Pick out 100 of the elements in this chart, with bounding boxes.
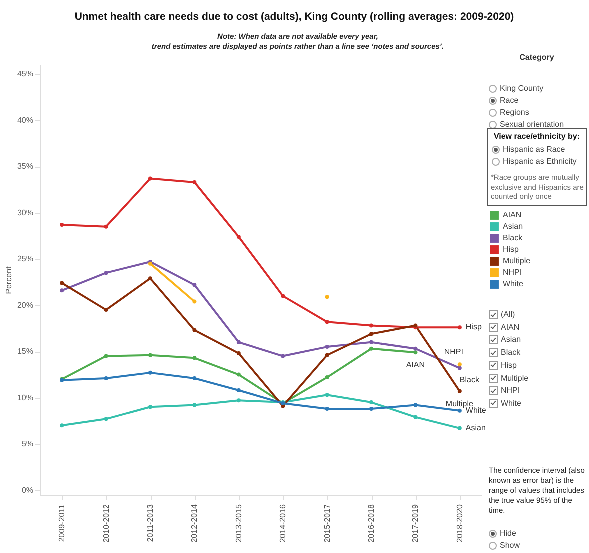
x-tick-label: 2014-2016 [278,504,288,543]
point [281,294,286,298]
y-tick-label: 0% [22,486,34,495]
y-tick-label: 40% [17,116,34,125]
legend-label: Hisp [503,245,520,254]
point [60,424,64,428]
point [414,350,418,355]
point [236,235,241,239]
point [104,271,108,276]
point [104,354,108,358]
point [458,389,462,394]
point [148,176,152,181]
point [458,426,462,430]
point [325,353,330,358]
point [192,283,197,288]
point [325,345,330,350]
point [192,403,197,408]
text: White [501,398,522,408]
text: Asian [501,335,522,344]
y-tick-label: 15% [17,347,34,356]
text: Hisp [466,322,482,332]
point [325,407,330,411]
point [148,353,152,358]
point [192,356,197,360]
x-tick-label: 2010-2012 [102,504,111,543]
x-tick-label: 2012-2014 [190,504,200,543]
text: NHPI [444,348,464,357]
y-tick-label: 25% [17,254,34,264]
text: (All) [501,310,516,319]
point [281,354,286,358]
point [236,352,241,356]
x-tick-label: 2018-2020 [455,504,464,543]
y-tick-label: 5% [22,440,34,449]
point [192,328,197,332]
y-axis-title: Percent [4,266,14,294]
point [414,346,418,351]
text: Hide [500,529,516,538]
y-tick-label: 10% [17,393,34,402]
point [458,366,462,370]
point [458,326,462,330]
point [60,281,64,286]
y-tick-label: 45% [17,70,34,79]
x-tick-label: 2015-2017 [322,504,332,543]
text: Multiple [501,374,529,382]
legend-label: Multiple [503,256,532,266]
text: AIAN [501,322,520,332]
point [192,300,197,304]
text: Black [460,375,480,384]
point [148,276,152,281]
point [148,405,152,410]
text: King County [500,84,544,93]
x-tick-label: 2017-2019 [411,504,420,543]
y-tick-label: 30% [17,208,34,218]
point [325,376,330,380]
x-tick-label: 2013-2015 [234,504,244,543]
text: Hispanic as Race [503,145,566,154]
point [104,376,108,380]
point [370,407,374,411]
text: Race [500,96,519,105]
point [236,398,241,403]
point [414,415,418,420]
legend-label: NHPI [503,268,522,277]
text: NHPI [501,386,520,396]
point [236,388,241,392]
point [458,362,462,367]
text: Hispanic as Ethnicity [503,157,577,166]
point [60,288,64,293]
text: Hisp [501,360,518,370]
text: View race/ethnicity by: [492,132,582,141]
point [104,224,108,229]
point [104,417,108,422]
point [414,403,418,408]
point [192,180,197,184]
text: Category [518,53,556,62]
x-tick-label: 2011-2013 [146,504,155,542]
point [370,346,374,351]
text: AIAN [406,360,426,370]
y-tick-label: 20% [17,300,34,310]
chart-title: Unmet health care needs due to cost (adults), King County (rolling averages: 2009-2020) [74,11,516,23]
point [370,332,374,336]
legend-label: White [503,280,524,288]
point [325,320,330,324]
text: Show [500,541,520,550]
legend-label: AIAN [503,210,522,220]
point [325,295,330,300]
point [370,324,374,328]
text: Sexual orientation [500,120,564,129]
x-tick-label: 2009-2011 [58,504,67,542]
point [104,308,108,312]
point [192,376,197,380]
point [236,372,241,377]
text: Regions [500,108,530,117]
point [370,400,374,405]
point [236,340,241,344]
point [148,370,152,375]
legend-label: Black [503,234,524,242]
y-tick-label: 35% [17,162,34,172]
point [458,408,462,413]
x-tick-label: 2016-2018 [367,504,376,543]
point [370,340,374,344]
